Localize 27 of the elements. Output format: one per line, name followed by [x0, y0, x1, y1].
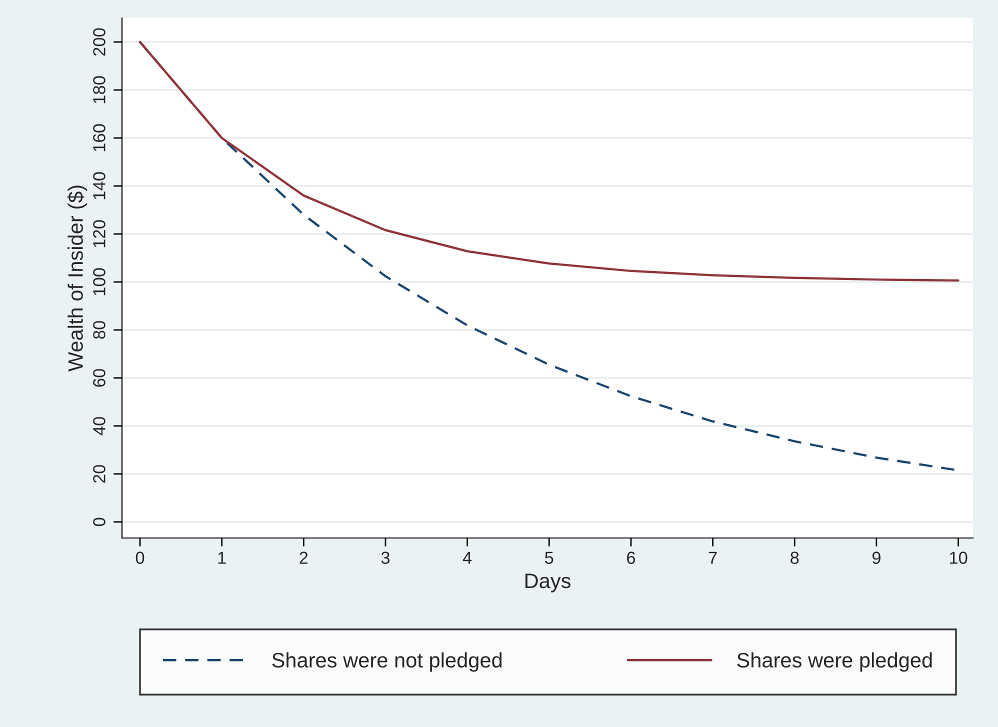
x-tick-label: 2	[300, 552, 308, 564]
y-tick-label: 60	[93, 368, 106, 387]
x-tick-label: 0	[136, 552, 144, 564]
x-tick-label: 10	[950, 552, 968, 564]
y-axis-title: Wealth of Insider ($)	[67, 186, 88, 372]
x-tick-label: 6	[627, 552, 636, 564]
y-tick-label: 100	[93, 268, 106, 296]
x-axis-title: Days	[525, 574, 570, 592]
y-tick-label: 180	[93, 76, 106, 104]
line-series	[138, 40, 960, 282]
legend-label: Shares were pledged	[737, 652, 932, 672]
y-tick-label: 0	[93, 518, 106, 526]
x-tick-label: 1	[218, 552, 226, 564]
y-tick-label: 160	[93, 124, 106, 152]
y-tick-label: 40	[93, 416, 106, 436]
y-tick-label: 200	[93, 28, 106, 56]
y-tick-label: 20	[93, 464, 106, 483]
x-tick-label: 4	[462, 552, 472, 564]
y-tick-label: 120	[93, 220, 106, 248]
x-tick-label: 7	[708, 552, 717, 564]
x-tick-label: 3	[381, 552, 390, 564]
x-tick-label: 5	[545, 552, 554, 564]
x-tick-label: 8	[790, 552, 799, 564]
y-tick-label: 80	[93, 320, 106, 339]
y-tick-label: 140	[93, 172, 106, 200]
legend-label: Shares were not pledged	[272, 652, 502, 672]
x-tick-label: 9	[872, 552, 880, 564]
